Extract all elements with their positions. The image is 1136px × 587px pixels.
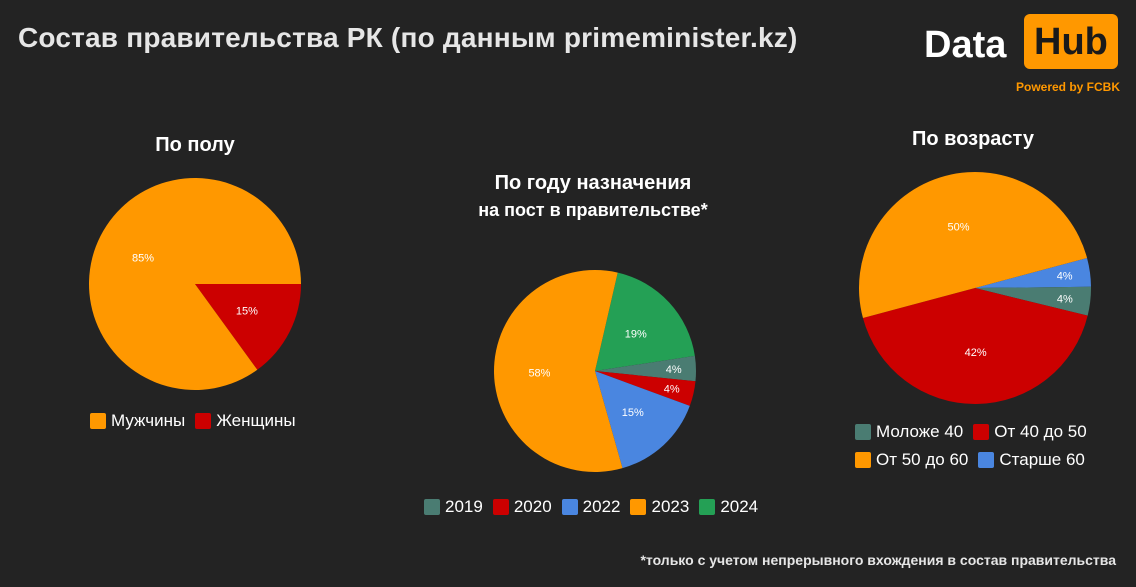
age-legend-item-моложе-40: Моложе 40 (855, 418, 963, 446)
legend-label: Старше 60 (999, 450, 1085, 469)
year-label-2019: 4% (666, 364, 682, 376)
year-legend-item-2019: 2019 (424, 493, 483, 521)
legend-label: 2022 (582, 497, 621, 516)
age-legend-item-от-40-до-50: От 40 до 50 (973, 418, 1087, 446)
gender-label-женщины: 15% (236, 305, 258, 317)
year-legend: 2019 2020 2022 2023 2024 (424, 493, 804, 521)
age-label-от-40-до-50: 42% (965, 347, 987, 359)
age-label-старше-60: 4% (1057, 271, 1073, 283)
year-slice-2020 (595, 371, 696, 406)
legend-label: 2024 (720, 497, 759, 516)
gender-slice-женщины (195, 284, 301, 370)
year-slice-2024 (595, 272, 695, 371)
legend-swatch (195, 413, 212, 429)
year-label-2020: 4% (664, 384, 680, 396)
gender-legend-item-мужчины: Мужчины (90, 407, 185, 435)
year-legend-item-2023: 2023 (630, 493, 689, 521)
age-slice-моложе-40 (975, 286, 1091, 316)
legend-swatch (630, 499, 647, 515)
legend-label: 2023 (651, 497, 690, 516)
gender-label-мужчины: 85% (132, 253, 154, 265)
age-chart-title: По возрасту (912, 128, 1034, 150)
year-pie-chart: 19% 4% 4% 15% 58% (494, 270, 696, 472)
legend-label: Мужчины (111, 411, 186, 430)
age-slice-старше-60 (975, 257, 1091, 288)
year-chart-subtitle: на пост в правительстве* (478, 200, 708, 220)
age-slice-от-50-до-60 (859, 172, 1088, 319)
logo-hub-text: Hub (1024, 14, 1118, 69)
age-legend: Моложе 40 От 40 до 50 От 50 до 60 Старше 60 (855, 418, 1125, 474)
legend-swatch (90, 413, 106, 429)
year-legend-item-2024: 2024 (699, 493, 758, 521)
legend-swatch (699, 499, 716, 515)
legend-label: От 40 до 50 (994, 422, 1087, 441)
legend-swatch (978, 452, 995, 468)
gender-chart-title: По полу (155, 134, 235, 156)
gender-legend-item-женщины: Женщины (195, 407, 296, 435)
legend-swatch (561, 499, 578, 515)
age-legend-item-от-50-до-60: От 50 до 60 (855, 446, 968, 474)
legend-label: 2019 (445, 497, 483, 516)
year-slice-2019 (595, 355, 696, 382)
year-legend-item-2022: 2022 (561, 493, 621, 521)
age-label-от-50-до-60: 50% (947, 221, 969, 233)
legend-label: Женщины (216, 411, 296, 430)
age-label-моложе-40: 4% (1057, 293, 1073, 305)
logo-powered-by: Powered by FCBK (1015, 80, 1120, 94)
page-title: Состав правительства РК (по данным prime… (18, 22, 798, 53)
year-label-2023: 58% (528, 367, 550, 379)
year-legend-item-2020: 2020 (492, 493, 552, 521)
gender-legend: Мужчины Женщины (90, 407, 330, 435)
year-chart-title: По году назначения (494, 172, 692, 194)
age-legend-item-старше-60: Старше 60 (978, 446, 1085, 474)
legend-label: 2020 (513, 497, 552, 516)
legend-swatch (492, 499, 509, 515)
year-slice-2022 (595, 371, 690, 469)
year-slice-2023 (494, 270, 623, 472)
year-label-2024: 19% (625, 328, 647, 340)
year-label-2022: 15% (622, 407, 644, 419)
legend-swatch (973, 424, 990, 440)
gender-slice-мужчины (89, 178, 302, 390)
logo-data-text: Data (924, 24, 1007, 66)
age-pie-chart: 4% 4% 42% 50% (859, 172, 1091, 405)
legend-label: Моложе 40 (876, 422, 964, 441)
legend-swatch (855, 424, 871, 440)
footnote: *только с учетом непрерывного вхождения … (640, 552, 1116, 568)
gender-pie-chart: 15% 85% (89, 178, 302, 390)
age-slice-от-40-до-50 (862, 288, 1088, 405)
legend-swatch (855, 452, 871, 468)
datahub-logo: Data Hub Powered by FCBK (924, 14, 1120, 98)
legend-swatch (424, 499, 440, 515)
legend-label: От 50 до 60 (876, 450, 969, 469)
